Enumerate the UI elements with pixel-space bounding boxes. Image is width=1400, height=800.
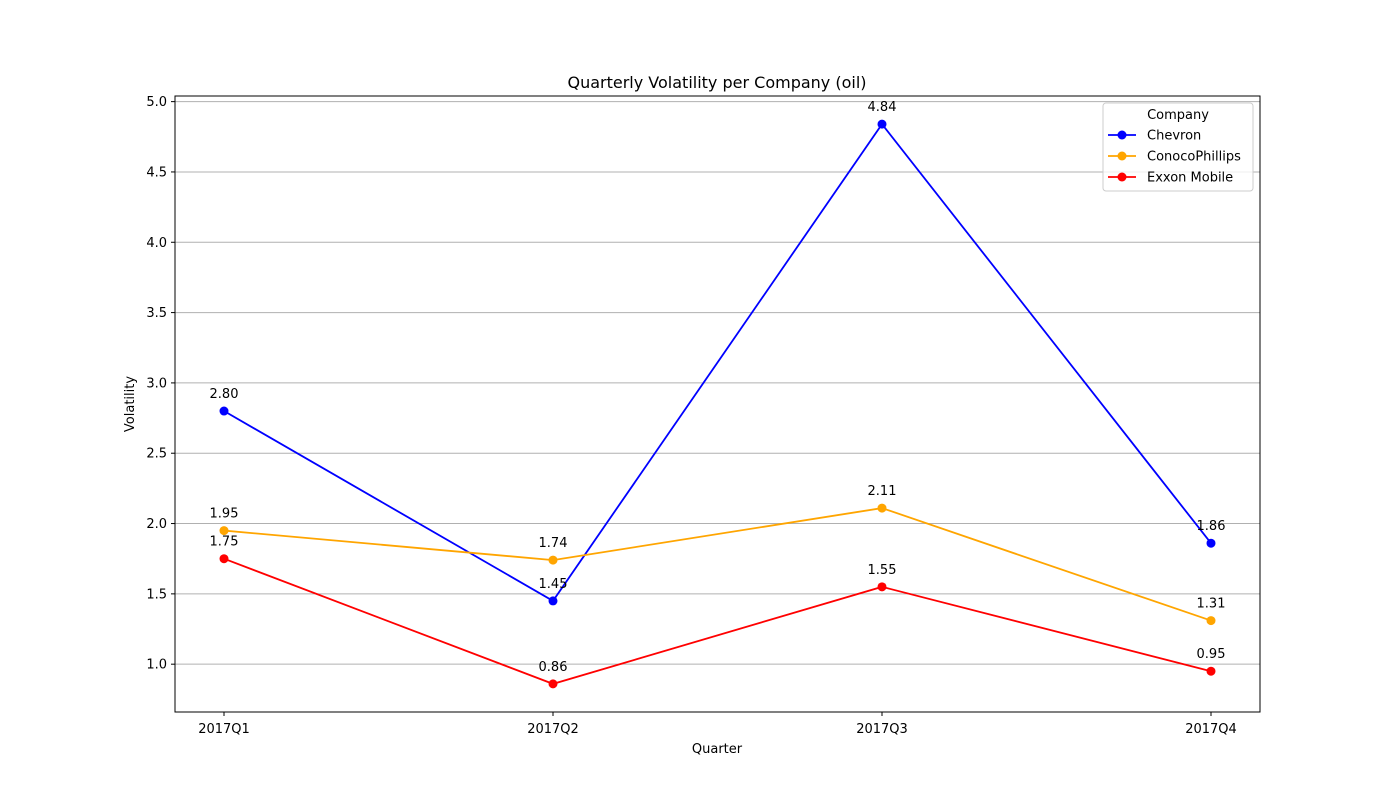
- data-label: 1.75: [210, 535, 239, 550]
- data-point: [877, 582, 887, 592]
- data-label: 1.45: [539, 577, 568, 592]
- chart-title: Quarterly Volatility per Company (oil): [567, 73, 866, 92]
- x-axis: 2017Q1 2017Q2 2017Q3 2017Q4: [198, 712, 1237, 737]
- data-label: 2.11: [868, 484, 897, 499]
- y-tick-label: 3.5: [146, 306, 167, 321]
- data-point: [548, 555, 558, 565]
- y-axis-label: Volatility: [123, 376, 138, 432]
- y-axis: 1.0 1.5 2.0 2.5 3.0 3.5 4.0 4.5 5.0: [146, 95, 175, 673]
- data-point: [219, 554, 229, 564]
- legend-box: [1102, 102, 1254, 192]
- legend-marker: [1117, 151, 1127, 161]
- series-line: [223, 557, 1212, 685]
- data-label: 0.86: [539, 660, 568, 675]
- plot-area: [174, 95, 1261, 713]
- legend-label: Exxon Mobile: [1147, 171, 1233, 186]
- data-point: [1206, 666, 1216, 676]
- y-tick-label: 1.5: [146, 587, 167, 602]
- data-point: [1206, 538, 1216, 548]
- series-group: [219, 119, 1216, 689]
- data-label: 1.74: [539, 536, 568, 551]
- x-tick-label: 2017Q1: [198, 722, 250, 737]
- data-point: [548, 679, 558, 689]
- data-point: [1206, 616, 1216, 626]
- x-axis-label: Quarter: [692, 742, 743, 757]
- y-tick-label: 5.0: [146, 95, 167, 110]
- data-labels: 2.80 1.45 4.84 1.86 1.95 1.74 2.11 1.31 1.75 0.86…: [210, 100, 1226, 675]
- x-tick-label: 2017Q2: [527, 722, 579, 737]
- data-point: [548, 596, 558, 606]
- data-label: 1.31: [1197, 597, 1226, 612]
- data-label: 0.95: [1197, 647, 1226, 662]
- data-label: 2.80: [210, 387, 239, 402]
- y-tick-label: 2.0: [146, 517, 167, 532]
- data-label: 1.86: [1197, 519, 1226, 534]
- legend-marker: [1117, 172, 1127, 182]
- gridlines: [175, 101, 1260, 665]
- y-tick-label: 4.5: [146, 165, 167, 180]
- data-point: [877, 503, 887, 513]
- legend-label: Chevron: [1147, 129, 1201, 144]
- legend: Company Chevron ConocoPhillips Exxon Mobil…: [1102, 102, 1254, 192]
- data-point: [877, 119, 887, 129]
- legend-title: Company: [1147, 108, 1209, 123]
- x-tick-label: 2017Q4: [1185, 722, 1237, 737]
- series-line: [223, 507, 1212, 622]
- y-tick-label: 4.0: [146, 236, 167, 251]
- x-tick-label: 2017Q3: [856, 722, 908, 737]
- legend-label: ConocoPhillips: [1147, 150, 1241, 165]
- y-tick-label: 2.5: [146, 447, 167, 462]
- legend-marker: [1117, 130, 1127, 140]
- y-tick-label: 1.0: [146, 658, 167, 673]
- data-label: 4.84: [868, 100, 897, 115]
- data-label: 1.55: [868, 563, 897, 578]
- data-point: [219, 526, 229, 536]
- data-point: [219, 406, 229, 416]
- y-tick-label: 3.0: [146, 376, 167, 391]
- data-label: 1.95: [210, 507, 239, 522]
- series-line: [223, 122, 1212, 603]
